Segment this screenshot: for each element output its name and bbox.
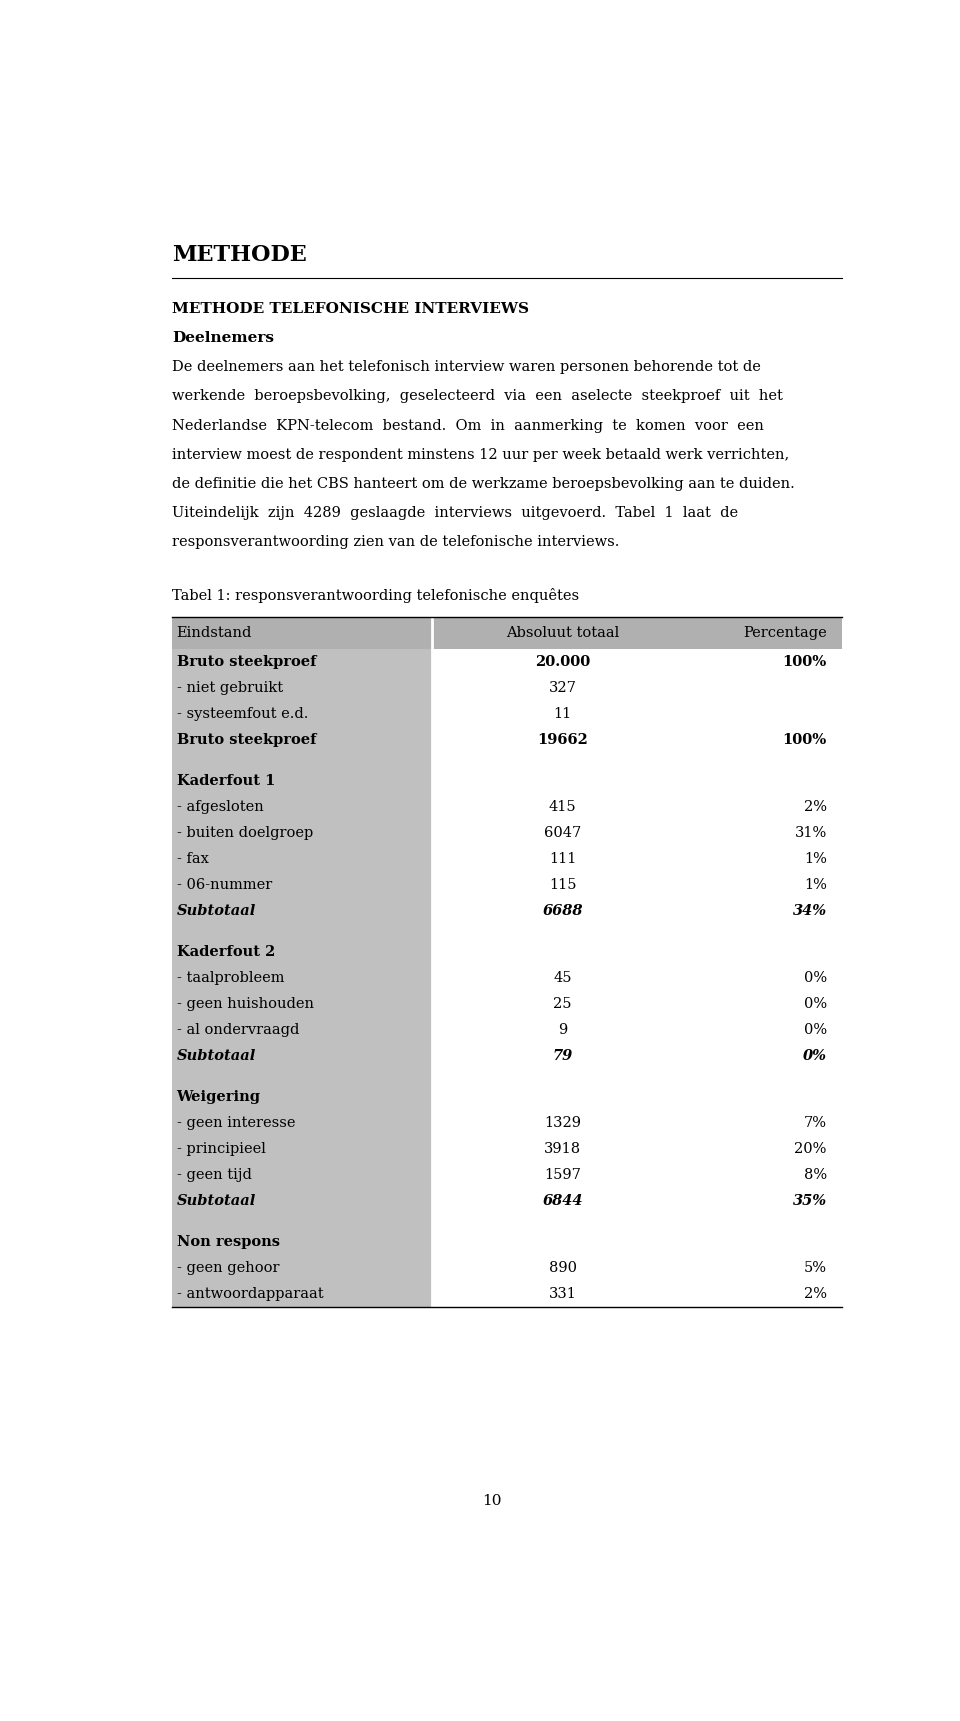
Text: Deelnemers: Deelnemers — [172, 330, 275, 346]
Text: 0%: 0% — [804, 1022, 827, 1036]
Text: Subtotaal: Subtotaal — [177, 1194, 255, 1208]
Text: Tabel 1: responsverantwoording telefonische enquêtes: Tabel 1: responsverantwoording telefonis… — [172, 589, 579, 602]
Text: 327: 327 — [549, 682, 577, 695]
Text: 2%: 2% — [804, 1287, 827, 1301]
Text: 10: 10 — [482, 1494, 502, 1508]
Text: Bruto steekproef: Bruto steekproef — [177, 733, 316, 747]
Text: 1%: 1% — [804, 878, 827, 891]
Text: 5%: 5% — [804, 1261, 827, 1275]
Text: - fax: - fax — [177, 852, 208, 866]
Text: Non respons: Non respons — [177, 1236, 279, 1249]
Text: - geen huishouden: - geen huishouden — [177, 996, 314, 1010]
Text: 1%: 1% — [804, 852, 827, 866]
Text: - al ondervraagd: - al ondervraagd — [177, 1022, 299, 1036]
Text: 890: 890 — [549, 1261, 577, 1275]
Text: - niet gebruikt: - niet gebruikt — [177, 682, 282, 695]
Text: - geen interesse: - geen interesse — [177, 1117, 295, 1131]
Text: 35%: 35% — [793, 1194, 827, 1208]
Text: 0%: 0% — [804, 996, 827, 1010]
Text: METHODE TELEFONISCHE INTERVIEWS: METHODE TELEFONISCHE INTERVIEWS — [172, 301, 529, 317]
Text: 100%: 100% — [782, 656, 827, 669]
Text: METHODE: METHODE — [172, 244, 307, 265]
Text: de definitie die het CBS hanteert om de werkzame beroepsbevolking aan te duiden.: de definitie die het CBS hanteert om de … — [172, 477, 795, 490]
Text: 100%: 100% — [782, 733, 827, 747]
Text: - taalprobleem: - taalprobleem — [177, 971, 284, 984]
Text: 415: 415 — [549, 800, 577, 814]
Text: Subtotaal: Subtotaal — [177, 1048, 255, 1062]
Text: 20%: 20% — [795, 1143, 827, 1157]
Text: 2%: 2% — [804, 800, 827, 814]
Text: - geen gehoor: - geen gehoor — [177, 1261, 279, 1275]
Text: Kaderfout 2: Kaderfout 2 — [177, 945, 275, 959]
Text: 8%: 8% — [804, 1169, 827, 1182]
Bar — [172, 618, 842, 649]
Text: 31%: 31% — [795, 826, 827, 840]
Text: 0%: 0% — [803, 1048, 827, 1062]
Text: responsverantwoording zien van de telefonische interviews.: responsverantwoording zien van de telefo… — [172, 535, 619, 549]
Text: De deelnemers aan het telefonisch interview waren personen behorende tot de: De deelnemers aan het telefonisch interv… — [172, 360, 761, 373]
Text: Subtotaal: Subtotaal — [177, 904, 255, 917]
Text: 6844: 6844 — [542, 1194, 583, 1208]
Text: 9: 9 — [558, 1022, 567, 1036]
Text: 11: 11 — [554, 707, 572, 721]
Text: 34%: 34% — [793, 904, 827, 917]
Text: - systeemfout e.d.: - systeemfout e.d. — [177, 707, 308, 721]
Text: 6688: 6688 — [542, 904, 583, 917]
Text: Bruto steekproef: Bruto steekproef — [177, 656, 316, 669]
Text: - geen tijd: - geen tijd — [177, 1169, 252, 1182]
Text: Nederlandse  KPN-telecom  bestand.  Om  in  aanmerking  te  komen  voor  een: Nederlandse KPN-telecom bestand. Om in a… — [172, 418, 764, 432]
Text: interview moest de respondent minstens 12 uur per week betaald werk verrichten,: interview moest de respondent minstens 1… — [172, 447, 789, 461]
Text: - afgesloten: - afgesloten — [177, 800, 263, 814]
Text: Percentage: Percentage — [743, 626, 827, 640]
Text: 331: 331 — [549, 1287, 577, 1301]
Text: Eindstand: Eindstand — [177, 626, 252, 640]
Text: Uiteindelijk  zijn  4289  geslaagde  interviews  uitgevoerd.  Tabel  1  laat  de: Uiteindelijk zijn 4289 geslaagde intervi… — [172, 506, 738, 520]
Text: 7%: 7% — [804, 1117, 827, 1131]
Text: 6047: 6047 — [544, 826, 582, 840]
Text: 25: 25 — [553, 996, 572, 1010]
Text: - 06-nummer: - 06-nummer — [177, 878, 272, 891]
Bar — [172, 618, 432, 1306]
Text: 3918: 3918 — [544, 1143, 581, 1157]
Text: 79: 79 — [553, 1048, 573, 1062]
Text: 20.000: 20.000 — [535, 656, 590, 669]
Text: Weigering: Weigering — [177, 1091, 260, 1105]
Text: 0%: 0% — [804, 971, 827, 984]
Text: - principieel: - principieel — [177, 1143, 265, 1157]
Text: 115: 115 — [549, 878, 576, 891]
Text: - buiten doelgroep: - buiten doelgroep — [177, 826, 313, 840]
Text: 1597: 1597 — [544, 1169, 581, 1182]
Text: 45: 45 — [553, 971, 572, 984]
Text: 19662: 19662 — [538, 733, 588, 747]
Text: 111: 111 — [549, 852, 576, 866]
Text: Kaderfout 1: Kaderfout 1 — [177, 774, 275, 788]
Text: 1329: 1329 — [544, 1117, 581, 1131]
Text: - antwoordapparaat: - antwoordapparaat — [177, 1287, 324, 1301]
Text: Absoluut totaal: Absoluut totaal — [506, 626, 619, 640]
Text: werkende  beroepsbevolking,  geselecteerd  via  een  aselecte  steekproef  uit  : werkende beroepsbevolking, geselecteerd … — [172, 389, 783, 403]
